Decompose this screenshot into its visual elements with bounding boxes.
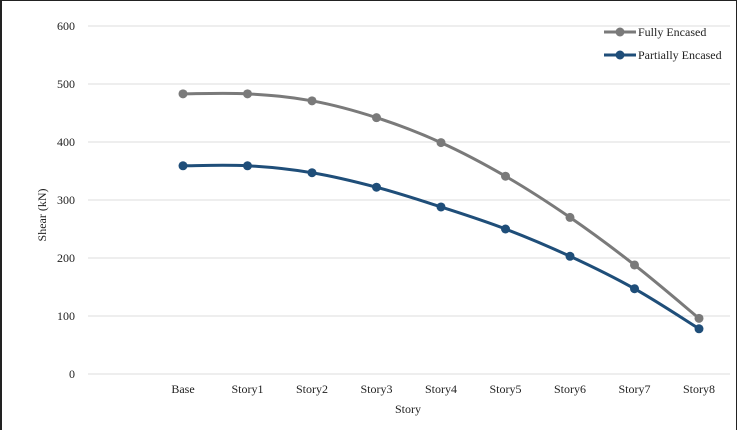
legend: Fully Encased Partially Encased [604, 25, 722, 62]
data-point [630, 284, 639, 294]
data-point [243, 89, 252, 99]
y-tick-label: 300 [57, 193, 75, 207]
legend-swatch-marker [615, 27, 625, 37]
legend-swatch-marker [615, 50, 625, 60]
series-1 [178, 161, 704, 334]
legend-label: Partially Encased [638, 48, 722, 62]
x-tick-label: Story7 [618, 382, 650, 396]
x-tick-label: Story1 [231, 382, 263, 396]
y-axis-title: Shear (kN) [35, 189, 49, 242]
x-axis-title: Story [395, 402, 421, 416]
x-tick-label: Base [171, 382, 194, 396]
data-point [436, 202, 446, 212]
data-point [501, 171, 510, 181]
data-point [372, 113, 381, 123]
data-point [178, 161, 188, 171]
data-point [565, 251, 575, 261]
data-point [565, 212, 575, 222]
y-tick-label: 0 [69, 367, 75, 381]
legend-label: Fully Encased [638, 25, 706, 39]
x-tick-label: Story5 [489, 382, 521, 396]
legend-item: Partially Encased [604, 48, 722, 62]
y-tick-label: 500 [57, 77, 75, 91]
y-tick-label: 200 [57, 251, 75, 265]
y-tick-label: 600 [57, 19, 75, 33]
y-tick-label: 400 [57, 135, 75, 149]
x-tick-label: Story6 [554, 382, 586, 396]
legend-item: Fully Encased [604, 25, 706, 39]
series-0 [178, 89, 704, 323]
data-point [307, 96, 317, 106]
data-point [501, 224, 510, 234]
data-point [178, 89, 188, 99]
data-series [178, 89, 704, 334]
x-tick-label: Story8 [683, 382, 715, 396]
data-point [694, 324, 704, 334]
x-tick-label: Story4 [425, 382, 457, 396]
y-tick-label: 100 [57, 309, 75, 323]
series-line [182, 163, 700, 331]
data-point [372, 182, 381, 192]
x-tick-label: Story3 [360, 382, 392, 396]
data-point [694, 313, 704, 323]
x-axis-ticks: Base Story1 Story2 Story3 Story4 Story5 Story6… [171, 382, 715, 396]
y-axis-ticks: 0 100 200 300 400 500 600 [57, 19, 75, 381]
data-point [243, 161, 252, 171]
data-point [436, 138, 446, 148]
data-point [307, 168, 317, 178]
gridlines [88, 25, 730, 375]
x-tick-label: Story2 [296, 382, 328, 396]
data-point [630, 260, 639, 270]
